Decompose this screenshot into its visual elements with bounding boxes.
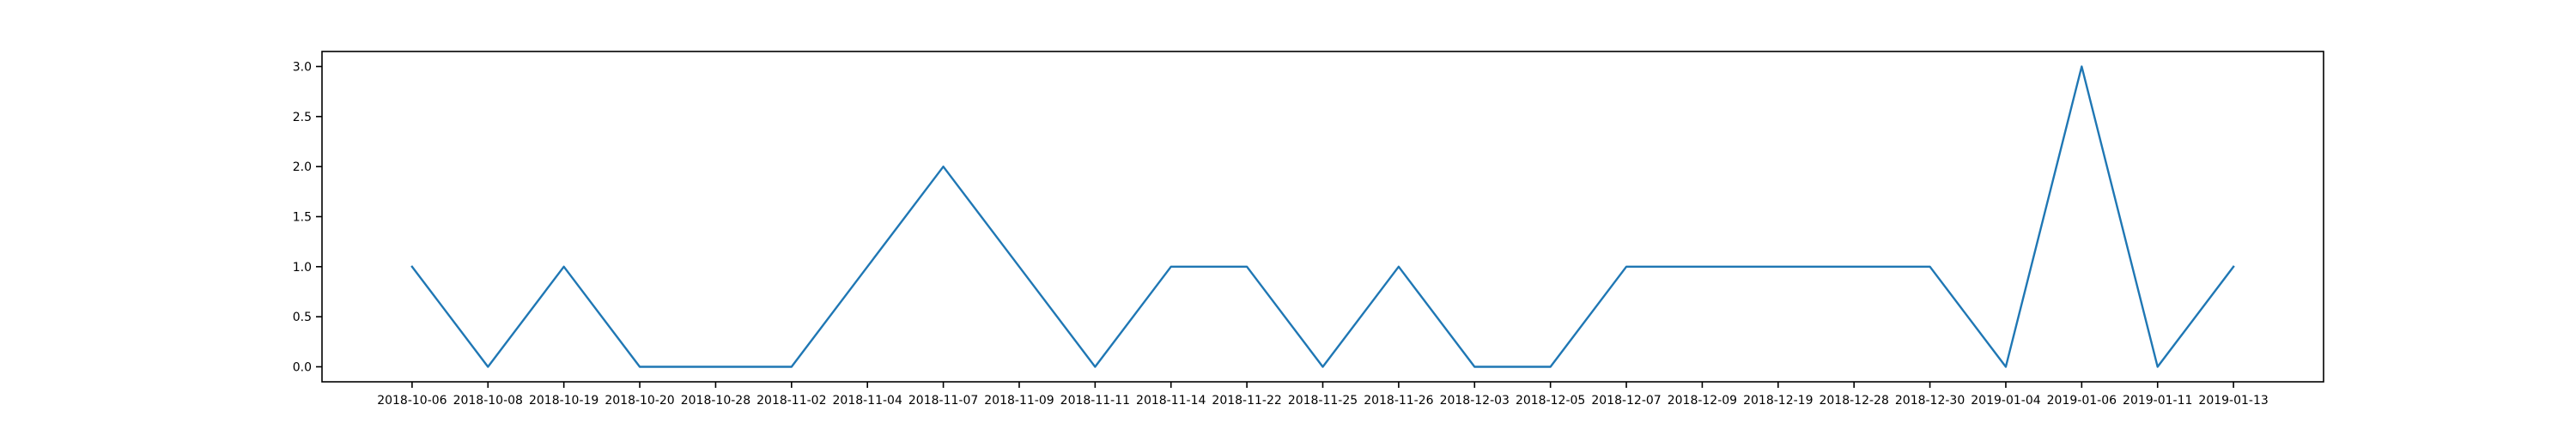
x-tick-label: 2018-11-09: [984, 394, 1054, 408]
x-tick-label: 2018-10-28: [681, 394, 750, 408]
x-tick-label: 2018-11-07: [908, 394, 978, 408]
y-tick-label: 2.5: [293, 111, 312, 124]
x-tick-label: 2018-12-05: [1516, 394, 1585, 408]
y-tick-label: 1.5: [293, 211, 312, 225]
x-tick-label: 2019-01-13: [2198, 394, 2268, 408]
axes-frame: [321, 51, 2324, 383]
x-tick-label: 2018-11-26: [1364, 394, 1433, 408]
x-tick-label: 2019-01-11: [2123, 394, 2192, 408]
x-tick-label: 2019-01-04: [1971, 394, 2040, 408]
x-tick-label: 2018-12-19: [1743, 394, 1813, 408]
plot-content: [410, 65, 2235, 368]
x-tick-label: 2018-11-25: [1288, 394, 1358, 408]
x-tick-label: 2018-12-30: [1895, 394, 1965, 408]
x-tick-label: 2018-10-20: [605, 394, 674, 408]
x-tick-label: 2018-10-19: [529, 394, 598, 408]
y-tick-label: 2.0: [293, 160, 312, 174]
y-axis-ticks: 0.0 0.5 1.0 1.5 2.0 2.5 3.0: [293, 61, 322, 375]
x-tick-label: 2018-12-09: [1668, 394, 1737, 408]
x-axis-ticks: 2018-10-06 2018-10-08 2018-10-19 2018-10-20…: [377, 382, 2269, 408]
x-tick-label: 2018-11-14: [1136, 394, 1206, 408]
x-tick-label: 2018-12-28: [1819, 394, 1888, 408]
y-tick-label: 1.0: [293, 261, 312, 275]
x-tick-label: 2018-12-07: [1591, 394, 1661, 408]
y-tick-label: 0.5: [293, 311, 312, 324]
x-tick-label: 2018-11-11: [1060, 394, 1130, 408]
x-tick-label: 2019-01-06: [2047, 394, 2117, 408]
y-tick-label: 3.0: [293, 61, 312, 75]
x-tick-label: 2018-12-03: [1440, 394, 1510, 408]
x-tick-label: 2018-10-06: [377, 394, 447, 408]
x-tick-label: 2018-11-02: [756, 394, 826, 408]
x-tick-label: 2018-11-04: [833, 394, 902, 408]
x-tick-label: 2018-10-08: [453, 394, 523, 408]
series-line: [410, 65, 2235, 368]
y-tick-label: 0.0: [293, 361, 312, 375]
x-tick-label: 2018-11-22: [1212, 394, 1281, 408]
